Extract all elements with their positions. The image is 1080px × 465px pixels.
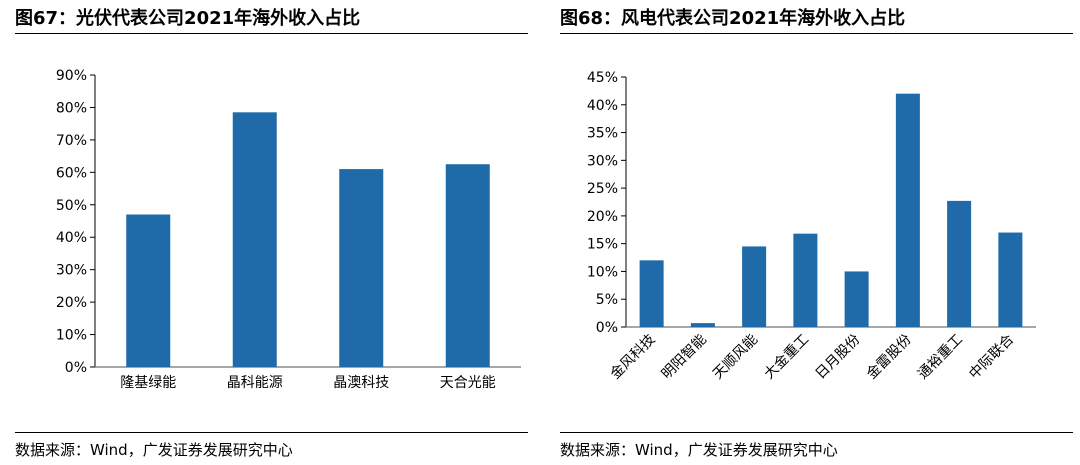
- x-tick-label: 金雷股份: [864, 332, 915, 383]
- y-tick-label: 25%: [587, 181, 618, 197]
- y-tick-label: 45%: [587, 70, 618, 86]
- y-tick-label: 40%: [56, 230, 87, 246]
- figure-68-panel: 图68：风电代表公司2021年海外收入占比 0% 5% 10% 15% 20% 25% 30…: [560, 0, 1080, 465]
- x-tick-label: 天顺风能: [710, 332, 761, 383]
- y-tick-label: 15%: [587, 237, 618, 253]
- source-note: 数据来源：Wind，广发证券发展研究中心: [15, 441, 293, 459]
- bar: [126, 214, 171, 367]
- bar: [232, 112, 277, 367]
- bar: [339, 169, 384, 367]
- y-tick-label: 90%: [56, 68, 87, 84]
- x-tick-label: 金风科技: [608, 332, 659, 383]
- source-note: 数据来源：Wind，广发证券发展研究中心: [560, 441, 838, 459]
- x-tick-label: 晶科能源: [227, 375, 283, 391]
- bar: [742, 246, 767, 327]
- y-tick-label: 60%: [56, 165, 87, 181]
- y-tick-label: 10%: [56, 328, 87, 344]
- bar: [947, 200, 972, 327]
- x-tick-label: 大金重工: [761, 332, 812, 383]
- y-tick-label: 30%: [587, 153, 618, 169]
- x-tick-label: 通裕重工: [915, 332, 966, 383]
- y-tick-label: 35%: [587, 126, 618, 142]
- bar: [793, 233, 818, 327]
- x-tick-label: 中际联合: [966, 332, 1017, 383]
- wind-overseas-revenue-chart: 0% 5% 10% 15% 20% 25% 30% 35% 40% 45% 金风科技 明阳智能 天顺风能…: [587, 70, 1036, 383]
- y-tick-label: 0%: [596, 320, 618, 336]
- x-tick-label: 天合光能: [440, 375, 496, 391]
- bar: [844, 271, 869, 327]
- y-tick-label: 40%: [587, 98, 618, 114]
- figure-title: 图68：风电代表公司2021年海外收入占比: [560, 8, 906, 29]
- bar: [998, 232, 1023, 327]
- y-tick-label: 80%: [56, 100, 87, 116]
- x-tick-label: 隆基绿能: [120, 374, 176, 391]
- y-tick-label: 30%: [56, 263, 87, 279]
- title-divider: [15, 33, 528, 34]
- bar: [639, 260, 664, 327]
- x-tick-label: 日月股份: [813, 332, 864, 383]
- bar: [895, 93, 920, 327]
- y-tick-label: 20%: [587, 209, 618, 225]
- figure-title: 图67：光伏代表公司2021年海外收入占比: [15, 8, 361, 29]
- y-tick-label: 50%: [56, 198, 87, 214]
- source-divider: [15, 432, 528, 433]
- x-tick-label: 明阳智能: [659, 332, 710, 383]
- x-tick-label: 晶澳科技: [333, 375, 389, 391]
- source-divider: [560, 432, 1073, 433]
- y-tick-label: 20%: [56, 295, 87, 311]
- title-divider: [560, 33, 1073, 34]
- figure-67-panel: 图67：光伏代表公司2021年海外收入占比 0% 10% 20% 30% 40% 50% 6…: [15, 0, 535, 465]
- y-tick-label: 70%: [56, 133, 87, 149]
- bar: [445, 164, 490, 367]
- bar: [690, 323, 715, 327]
- y-tick-label: 10%: [587, 264, 618, 280]
- pv-overseas-revenue-chart: 0% 10% 20% 30% 40% 50% 60% 70% 80% 90% 隆基绿能 晶科能源 晶澳科…: [56, 68, 521, 391]
- y-tick-label: 0%: [65, 360, 87, 376]
- y-tick-label: 5%: [596, 292, 618, 308]
